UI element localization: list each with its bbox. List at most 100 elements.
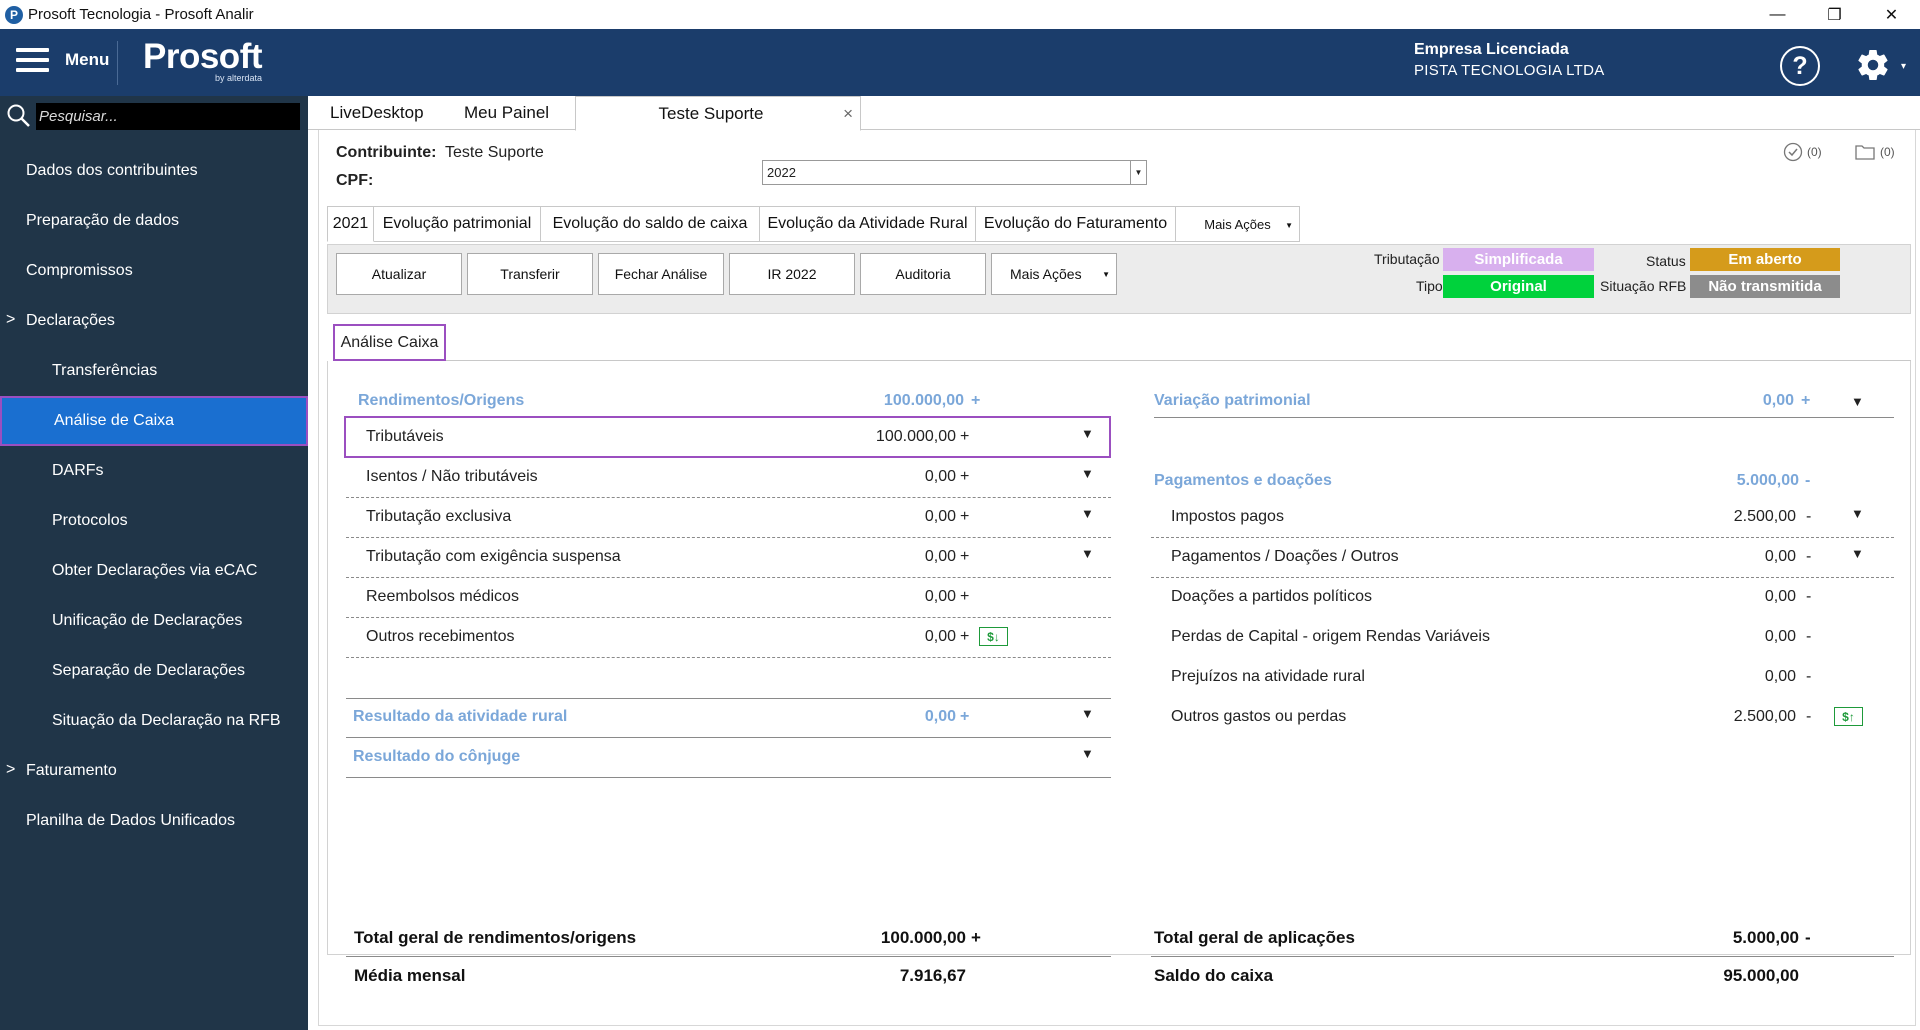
chevron-down-icon[interactable]: ▼ (1851, 546, 1864, 561)
row-label: Doações a partidos políticos (1171, 588, 1372, 605)
tab-meu-painel[interactable]: Meu Painel (464, 103, 550, 122)
search-input[interactable] (36, 103, 300, 130)
row-prejuizos-rural[interactable]: Prejuízos na atividade rural 0,00 - (1151, 658, 1894, 698)
minimize-button[interactable]: — (1769, 5, 1786, 23)
row-value: 0,00 (924, 548, 956, 565)
row-resultado-rural[interactable]: Resultado da atividade rural 0,00 + ▼ (346, 698, 1111, 738)
pagamentos-header-label: Pagamentos e doações (1154, 472, 1332, 489)
row-sign: + (960, 468, 970, 485)
subtab-evolucao-faturamento[interactable]: Evolução do Faturamento (976, 206, 1176, 242)
row-value: 0,00 (1764, 668, 1796, 685)
sidebar-item-declaracoes[interactable]: > Declarações (0, 296, 308, 346)
row-outros-recebimentos[interactable]: Outros recebimentos 0,00 + $↓ (346, 618, 1111, 658)
chevron-right-icon: > (6, 761, 16, 778)
chevron-down-icon[interactable]: ▼ (1081, 466, 1094, 481)
row-impostos-pagos[interactable]: Impostos pagos 2.500,00 - ▼ (1151, 498, 1894, 538)
row-isentos[interactable]: Isentos / Não tributáveis 0,00 + ▼ (346, 458, 1111, 498)
tab-livedesktop[interactable]: LiveDesktop (330, 103, 424, 122)
settings-caret-icon[interactable]: ▾ (1901, 61, 1907, 72)
sidebar-item-planilha[interactable]: Planilha de Dados Unificados (26, 812, 236, 829)
total-aplicacoes-label: Total geral de aplicações (1154, 928, 1355, 947)
tab-teste-suporte[interactable]: Teste Suporte × (575, 96, 861, 131)
row-pagamentos-doacoes[interactable]: Pagamentos / Doações / Outros 0,00 - ▼ (1151, 538, 1894, 578)
atualizar-button[interactable]: Atualizar (336, 253, 462, 295)
status-label: Status (1646, 253, 1686, 269)
chevron-down-icon[interactable]: ▼ (1081, 706, 1094, 721)
row-reembolsos-medicos[interactable]: Reembolsos médicos 0,00 + (346, 578, 1111, 618)
folder-count: (0) (1880, 145, 1895, 159)
menu-label: Menu (65, 50, 110, 69)
gear-icon[interactable] (1855, 47, 1891, 83)
row-sign: + (960, 548, 970, 565)
maximize-button[interactable]: ❐ (1827, 6, 1842, 24)
row-variacao-patrimonial[interactable]: Variação patrimonial 0,00 + ▼ (1154, 378, 1894, 418)
fechar-analise-button[interactable]: Fechar Análise (598, 253, 724, 295)
highlight-box (344, 416, 1111, 458)
transferir-button[interactable]: Transferir (467, 253, 593, 295)
help-icon[interactable]: ? (1780, 46, 1820, 86)
chevron-down-icon[interactable]: ▼ (1851, 394, 1864, 409)
subtab-evolucao-saldo-caixa[interactable]: Evolução do saldo de caixa (541, 206, 760, 242)
row-label: Tributação com exigência suspensa (366, 548, 621, 565)
subtab-evolucao-patrimonial[interactable]: Evolução patrimonial (374, 206, 541, 242)
app-icon: P (5, 5, 23, 24)
close-icon[interactable]: × (843, 104, 853, 123)
cpf-row: CPF: (336, 172, 373, 190)
pagamentos-header-value: 5.000,00 (1736, 472, 1799, 489)
folder-status[interactable]: (0) (1854, 142, 1895, 162)
row-sign: + (960, 588, 970, 605)
total-separator (1151, 956, 1894, 957)
action-toolbar: Atualizar Transferir Fechar Análise IR 2… (327, 244, 1911, 314)
row-perdas-capital[interactable]: Perdas de Capital - origem Rendas Variáv… (1151, 618, 1894, 658)
window-controls: — ❐ ✕ (1749, 0, 1920, 29)
sidebar-item-faturamento[interactable]: > Faturamento (0, 746, 308, 796)
subtab-2021[interactable]: 2021 (327, 206, 374, 242)
sidebar-item-analise-caixa[interactable]: Análise de Caixa (0, 396, 308, 446)
dropdown-icon: ▼ (1102, 270, 1110, 279)
chevron-down-icon[interactable]: ▼ (1851, 506, 1864, 521)
cpf-label: CPF: (336, 172, 374, 189)
row-tributacao-exclusiva[interactable]: Tributação exclusiva 0,00 + ▼ (346, 498, 1111, 538)
subtab-evolucao-atividade-rural[interactable]: Evolução da Atividade Rural (760, 206, 976, 242)
tributacao-badge: Simplificada (1443, 248, 1594, 271)
chevron-down-icon[interactable]: ▼ (1081, 746, 1094, 761)
sidebar-item-separacao[interactable]: Separação de Declarações (52, 662, 246, 679)
money-down-icon[interactable]: $↓ (979, 627, 1008, 646)
sidebar-item-compromissos[interactable]: Compromissos (26, 262, 133, 279)
chevron-down-icon[interactable]: ▼ (1081, 506, 1094, 521)
sidebar-item-dados-contribuintes[interactable]: Dados dos contribuintes (26, 162, 198, 179)
row-sign: - (1806, 548, 1812, 565)
subtab-mais-acoes[interactable]: Mais Ações ▼ (1176, 206, 1300, 242)
sidebar-item-darfs[interactable]: DARFs (52, 462, 104, 479)
row-exigencia-suspensa[interactable]: Tributação com exigência suspensa 0,00 +… (346, 538, 1111, 578)
sidebar-item-situacao-rfb[interactable]: Situação da Declaração na RFB (52, 712, 281, 729)
row-label: Outros recebimentos (366, 628, 515, 645)
mais-acoes-button[interactable]: Mais Ações ▼ (991, 253, 1117, 295)
rural-value: 0,00 (924, 708, 956, 725)
row-tributaveis[interactable]: Tributáveis 100.000,00 + ▼ (346, 418, 1109, 458)
row-label: Isentos / Não tributáveis (366, 468, 538, 485)
sidebar-item-obter-declaracoes[interactable]: Obter Declarações via eCAC (52, 562, 258, 579)
saldo-caixa-label: Saldo do caixa (1154, 966, 1274, 985)
ir-2022-button[interactable]: IR 2022 (729, 253, 855, 295)
row-value: 0,00 (924, 628, 956, 645)
sidebar-item-unificacao[interactable]: Unificação de Declarações (52, 612, 243, 629)
check-status[interactable]: (0) (1783, 142, 1822, 162)
close-window-button[interactable]: ✕ (1884, 6, 1899, 24)
money-up-icon[interactable]: $↑ (1834, 707, 1863, 726)
auditoria-button[interactable]: Auditoria (860, 253, 986, 295)
sidebar-item-preparacao-dados[interactable]: Preparação de dados (26, 212, 179, 229)
sidebar-search (0, 96, 308, 136)
row-resultado-conjuge[interactable]: Resultado do cônjuge ▼ (346, 738, 1111, 778)
row-outros-gastos[interactable]: Outros gastos ou perdas 2.500,00 - $↑ (1151, 698, 1894, 738)
row-doacoes-partidos[interactable]: Doações a partidos políticos 0,00 - (1151, 578, 1894, 618)
row-label: Impostos pagos (1171, 508, 1284, 525)
sidebar-item-transferencias[interactable]: Transferências (52, 362, 158, 379)
chevron-down-icon[interactable]: ▼ (1081, 546, 1094, 561)
tab-analise-caixa[interactable]: Análise Caixa (333, 324, 446, 361)
year-select[interactable]: 2022 ▼ (762, 160, 1147, 185)
tipo-badge: Original (1443, 275, 1594, 298)
menu-button[interactable]: Menu (16, 48, 109, 72)
sidebar-item-protocolos[interactable]: Protocolos (52, 512, 128, 529)
chevron-down-icon[interactable]: ▼ (1081, 426, 1094, 441)
